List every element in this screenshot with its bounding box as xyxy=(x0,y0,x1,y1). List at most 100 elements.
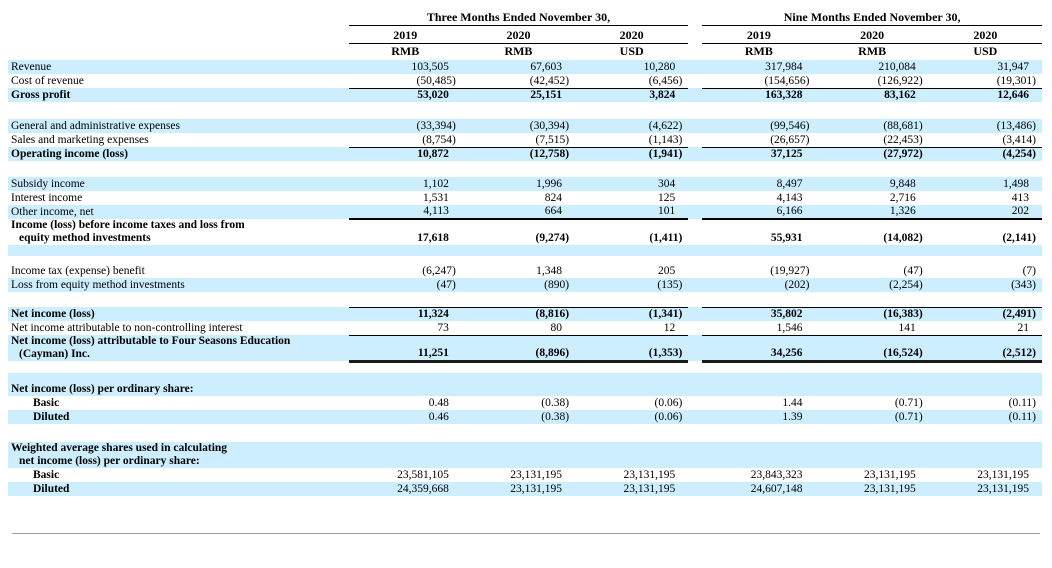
cell-value: 23,131,195 xyxy=(575,482,689,496)
cell-value: (99,546) xyxy=(702,119,816,133)
row-label: Net income (loss) per ordinary share: xyxy=(8,382,349,396)
period-header-row: Three Months Ended November 30, Nine Mon… xyxy=(8,7,1042,26)
cell-value xyxy=(816,161,929,177)
cell-value xyxy=(575,245,689,256)
cell-value: 12,646 xyxy=(928,88,1042,102)
cell-value: 23,843,323 xyxy=(750,469,803,481)
cell-value xyxy=(702,161,815,177)
cell-value xyxy=(349,424,462,442)
column-spacer xyxy=(688,219,702,245)
income-statement-table: Three Months Ended November 30, Nine Mon… xyxy=(8,7,1042,496)
cell-value xyxy=(702,292,816,308)
row-label: Net income attributable to non-controlli… xyxy=(11,322,243,334)
table-row: Net income attributable to non-controlli… xyxy=(8,321,1042,336)
cell-value: (0.71) xyxy=(815,410,929,424)
cell-value: 11,324 xyxy=(348,307,462,321)
cell-value: 4,143 xyxy=(776,192,803,204)
cell-value: (4,622) xyxy=(575,119,689,133)
table-row: Subsidy income 1,102 1,996 304 8,497 9,848 1,4… xyxy=(8,177,1042,191)
cell-value xyxy=(348,245,462,256)
spacer-cell xyxy=(8,361,349,373)
cell-value: 1,102 xyxy=(348,177,462,191)
cell-value: 23,131,195 xyxy=(815,482,929,496)
cell-value: 141 xyxy=(815,321,929,336)
column-spacer xyxy=(688,102,702,119)
row-label: Diluted xyxy=(8,410,349,424)
currency-header: USD xyxy=(973,44,998,58)
header-label-spacer xyxy=(8,25,349,43)
row-label: Interest income xyxy=(11,192,83,204)
cell-value: (0.11) xyxy=(1008,397,1036,409)
cell-value xyxy=(702,382,816,396)
column-spacer xyxy=(688,133,702,147)
spacer-row xyxy=(8,256,1042,264)
cell-value: (8,896) xyxy=(461,335,576,363)
cell-value xyxy=(816,256,929,264)
period-header-nine-months: Nine Months Ended November 30, xyxy=(702,7,1042,26)
cell-value xyxy=(461,292,576,308)
cell-value: 413 xyxy=(1011,192,1029,204)
cell-value: 304 xyxy=(575,177,689,191)
cell-value: 10,280 xyxy=(575,60,689,74)
spacer-cell xyxy=(8,292,349,307)
cell-value xyxy=(702,102,815,119)
spacer-cell xyxy=(8,373,349,382)
cell-value xyxy=(348,373,462,382)
table-row: Basic 0.48 (0.38) (0.06) 1.44 (0.71) (0.11) xyxy=(8,396,1042,410)
table-row: Revenue 103,505 67,603 10,280 317,984 210,084… xyxy=(8,60,1042,74)
cell-value xyxy=(462,161,575,177)
column-spacer xyxy=(688,60,703,74)
cell-value xyxy=(348,442,462,468)
cell-value: 125 xyxy=(658,192,676,204)
year-header-row: 2019 2020 2020 2019 2020 2020 xyxy=(8,25,1042,44)
cell-value: (135) xyxy=(575,278,689,292)
spacer-cell xyxy=(8,102,349,119)
column-spacer xyxy=(688,245,703,256)
cell-value xyxy=(349,361,462,373)
cell-value: (1,411) xyxy=(649,232,683,244)
cell-value xyxy=(575,373,689,382)
cell-value xyxy=(816,361,929,373)
row-label: Net income (loss) xyxy=(8,307,349,321)
cell-value: (14,082) xyxy=(883,232,923,244)
cell-value: (0.06) xyxy=(654,397,683,409)
cell-value: (343) xyxy=(928,278,1042,292)
cell-value xyxy=(348,382,462,396)
cell-value: (2,141) xyxy=(1002,232,1036,244)
cell-value: 80 xyxy=(461,321,576,336)
cell-value xyxy=(575,292,689,308)
cell-value: (0.38) xyxy=(461,410,576,424)
bottom-divider xyxy=(12,533,1040,534)
cell-value: 23,131,195 xyxy=(461,482,576,496)
cell-value xyxy=(575,442,689,468)
row-label: Revenue xyxy=(8,60,349,74)
cell-value xyxy=(702,361,815,373)
table-row: Net income (loss) attributable to Four S… xyxy=(8,335,1042,363)
cell-value: (19,927) xyxy=(770,265,810,277)
cell-value xyxy=(575,161,688,177)
cell-value xyxy=(702,245,816,256)
cell-value: (1,353) xyxy=(575,335,689,363)
row-label-line: Net income (loss) attributable to Four S… xyxy=(11,335,291,347)
cell-value: (50,485) xyxy=(348,74,462,89)
cell-value: (27,972) xyxy=(815,147,929,161)
cell-value xyxy=(815,373,929,382)
cell-value: 1,326 xyxy=(815,205,929,220)
row-label-line: Income (loss) before income taxes and lo… xyxy=(11,219,245,231)
cell-value: (8,816) xyxy=(461,307,576,321)
spacer-cell xyxy=(8,245,349,256)
cell-value: 24,359,668 xyxy=(348,482,462,496)
cell-value xyxy=(928,442,1042,468)
cell-value: (1,341) xyxy=(575,307,689,321)
cell-value: (890) xyxy=(461,278,576,292)
cell-value: 34,256 xyxy=(702,335,816,363)
row-label: Sales and marketing expenses xyxy=(11,134,149,146)
table-row: Interest income 1,531 824 125 4,143 2,716 413 xyxy=(8,191,1042,205)
column-spacer xyxy=(688,396,702,410)
cell-value: 3,824 xyxy=(575,88,689,102)
cell-value xyxy=(461,442,576,468)
cell-value: 101 xyxy=(575,205,689,220)
cell-value: (16,383) xyxy=(815,307,929,321)
cell-value: (2,254) xyxy=(815,278,929,292)
cell-value: (88,681) xyxy=(815,119,929,133)
